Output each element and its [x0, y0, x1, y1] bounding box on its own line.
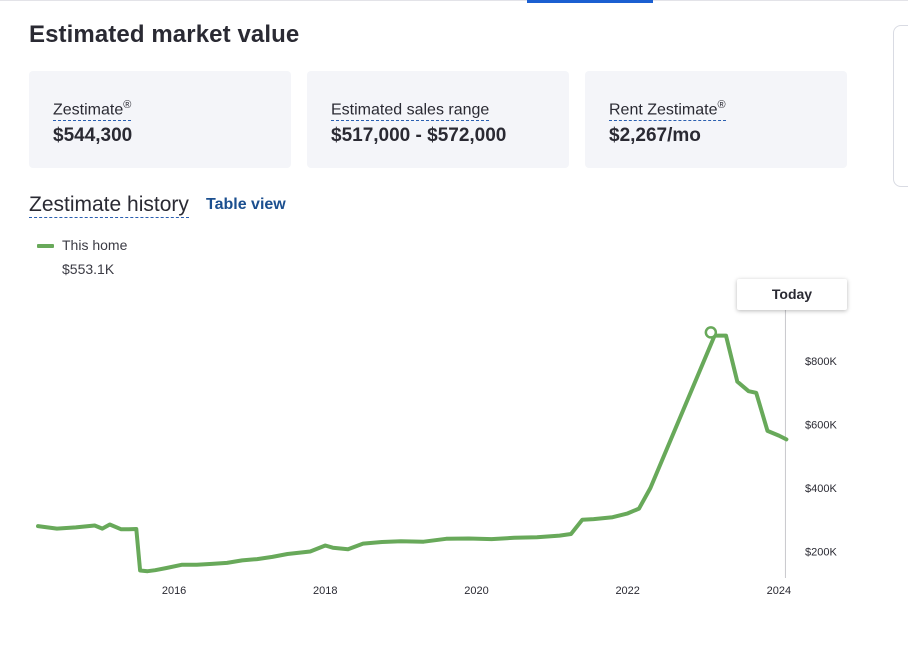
- table-view-link[interactable]: Table view: [206, 196, 286, 213]
- x-tick-label: 2016: [162, 585, 186, 597]
- active-tab-indicator: [527, 0, 653, 3]
- x-tick-label: 2024: [767, 585, 791, 597]
- sales-range-card: Estimated sales range $517,000 - $572,00…: [307, 71, 569, 168]
- legend-current-value: $553.1K: [62, 261, 115, 277]
- rent-zestimate-card: Rent Zestimate® $2,267/mo: [585, 71, 847, 168]
- zestimate-value: $544,300: [53, 125, 133, 146]
- series-line-this-home: [36, 333, 789, 574]
- rent-zestimate-value: $2,267/mo: [609, 125, 701, 146]
- y-tick-label: $600K: [805, 420, 837, 432]
- x-axis: 2016 2018 2020 2022 2024: [162, 585, 791, 597]
- x-tick-label: 2018: [313, 585, 337, 597]
- x-tick-label: 2020: [464, 585, 488, 597]
- hover-marker: [704, 326, 718, 339]
- y-tick-label: $400K: [805, 483, 837, 495]
- y-tick-label: $200K: [805, 547, 837, 559]
- legend-series-name: This home: [62, 237, 128, 253]
- top-divider: [0, 0, 908, 1]
- y-axis: $200K $400K $600K $800K: [805, 356, 837, 559]
- zestimate-card: Zestimate® $544,300: [29, 71, 291, 168]
- zestimate-label[interactable]: Zestimate®: [53, 96, 132, 122]
- x-tick-label: 2022: [615, 585, 639, 597]
- y-tick-label: $800K: [805, 356, 837, 368]
- legend-swatch: [37, 244, 54, 248]
- side-panel-card: [893, 25, 908, 187]
- today-label: Today: [737, 279, 847, 310]
- page-title: Estimated market value: [29, 21, 300, 48]
- sales-range-value: $517,000 - $572,000: [331, 125, 507, 146]
- rent-zestimate-label[interactable]: Rent Zestimate®: [609, 96, 726, 122]
- zestimate-history-title[interactable]: Zestimate history: [29, 193, 189, 218]
- sales-range-label[interactable]: Estimated sales range: [331, 96, 490, 122]
